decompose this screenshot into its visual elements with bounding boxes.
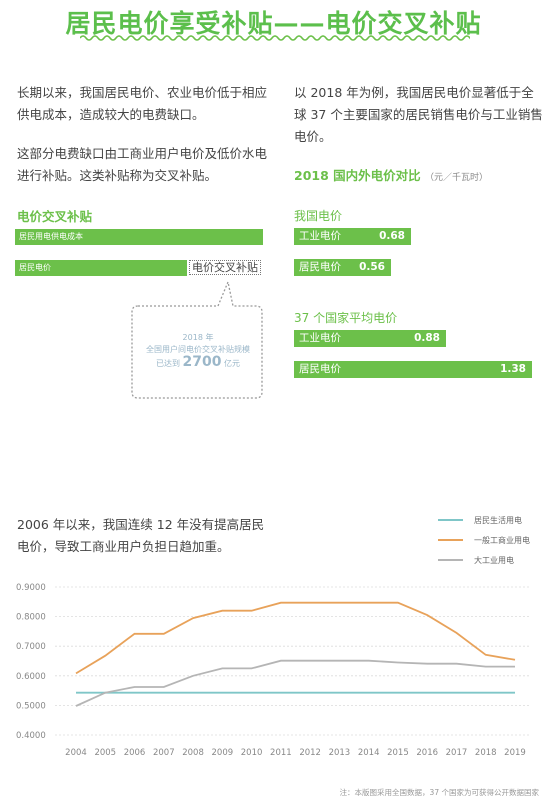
cross-subsidy-gap-label: 电价交叉补贴 — [189, 260, 261, 275]
y-tick-label: 0.8000 — [16, 613, 46, 623]
price-comparison-title: 2018 国内外电价对比 — [294, 168, 421, 183]
resident-price-bar-label: 居民电价 — [19, 263, 51, 272]
x-tick-label: 2010 — [241, 748, 263, 758]
callout-value-line: 已达到 2700 亿元 — [132, 354, 264, 370]
series-line — [75, 601, 516, 675]
x-tick-label: 2008 — [182, 748, 204, 758]
china-resident-value: 0.56 — [359, 261, 385, 273]
x-tick-label: 2011 — [270, 748, 292, 758]
comparison-paragraph-line-3: 电价。 — [294, 129, 332, 144]
x-tick-label: 2018 — [475, 748, 497, 758]
callout-text: 2018 年 全国用户间电价交叉补贴规模 已达到 2700 亿元 — [132, 332, 264, 370]
china-price-title: 我国电价 — [294, 209, 343, 223]
intl-resident-label: 居民电价 — [299, 363, 341, 375]
legend-label: 居民生活用电 — [474, 515, 522, 525]
china-industry-price-bar: 工业电价 0.68 — [294, 228, 411, 245]
callout-unit: 亿元 — [224, 359, 241, 368]
x-tick-label: 2013 — [329, 748, 351, 758]
x-tick-label: 2004 — [65, 748, 87, 758]
x-tick-label: 2015 — [387, 748, 409, 758]
y-tick-label: 0.9000 — [16, 583, 46, 593]
title-underline-wave — [80, 35, 470, 41]
trend-paragraph-line-1: 2006 年以来，我国连续 12 年没有提高居民 — [17, 517, 265, 532]
y-tick-label: 0.6000 — [16, 672, 46, 682]
intl-industry-price-bar: 工业电价 0.88 — [294, 330, 446, 347]
callout-prefix: 已达到 — [155, 359, 180, 368]
intl-industry-label: 工业电价 — [299, 332, 341, 344]
callout-description: 全国用户间电价交叉补贴规模 — [146, 345, 250, 354]
intro-paragraph-1-line-1: 长期以来，我国居民电价、农业电价低于相应 — [17, 85, 268, 100]
intl-price-title: 37 个国家平均电价 — [294, 311, 398, 325]
callout-value: 2700 — [182, 354, 222, 370]
price-comparison-heading: 2018 国内外电价对比 （元／千瓦时） — [294, 165, 488, 184]
x-tick-label: 2014 — [358, 748, 380, 758]
x-tick-label: 2009 — [212, 748, 234, 758]
comparison-paragraph: 以 2018 年为例，我国居民电价显著低于全 球 37 个主要国家的居民销售电价… — [294, 82, 544, 148]
intro-paragraph-2: 这部分电费缺口由工商业用户电价及低价水电 进行补贴。这类补贴称为交叉补贴。 — [17, 143, 287, 187]
china-industry-label: 工业电价 — [299, 230, 341, 242]
footnote: 注：本版图采用全国数据，37 个国家为可获得公开数据国家 — [339, 788, 539, 797]
resident-price-bar: 居民电价 — [15, 260, 187, 276]
legend-label: 一般工商业用电 — [474, 535, 530, 545]
x-tick-label: 2016 — [416, 748, 438, 758]
intl-resident-price-bar: 居民电价 1.38 — [294, 361, 532, 378]
page-title: 居民电价享受补贴——电价交叉补贴 — [65, 9, 482, 38]
y-tick-label: 0.5000 — [16, 701, 46, 711]
y-tick-label: 0.4000 — [16, 731, 46, 741]
x-tick-label: 2017 — [446, 748, 468, 758]
price-comparison-unit: （元／千瓦时） — [425, 173, 489, 183]
trend-paragraph-line-2: 电价，导致工商业用户负担日趋加重。 — [17, 539, 230, 554]
x-tick-label: 2006 — [124, 748, 146, 758]
trend-paragraph: 2006 年以来，我国连续 12 年没有提高居民 电价，导致工商业用户负担日趋加… — [17, 514, 317, 558]
legend-label: 大工业用电 — [474, 555, 514, 565]
x-tick-label: 2005 — [94, 748, 116, 758]
china-resident-label: 居民电价 — [299, 261, 341, 273]
cross-subsidy-heading: 电价交叉补贴 — [17, 209, 93, 224]
price-trend-chart: 0.4000 0.5000 0.6000 0.7000 0.8000 0.9000 2004… — [16, 515, 530, 758]
y-tick-label: 0.7000 — [16, 642, 46, 652]
intro-paragraph-2-line-1: 这部分电费缺口由工商业用户电价及低价水电 — [17, 146, 268, 161]
callout-bubble — [131, 279, 263, 399]
resident-cost-bar-label: 居民用电供电成本 — [19, 232, 83, 241]
comparison-paragraph-line-2: 球 37 个主要国家的居民销售电价与工业销售 — [294, 107, 543, 122]
intl-resident-value: 1.38 — [500, 363, 526, 375]
x-tick-label: 2019 — [504, 748, 526, 758]
callout-year: 2018 年 — [182, 333, 214, 342]
intro-paragraph-1: 长期以来，我国居民电价、农业电价低于相应 供电成本，造成较大的电费缺口。 — [17, 82, 287, 126]
x-tick-label: 2007 — [153, 748, 175, 758]
comparison-paragraph-line-1: 以 2018 年为例，我国居民电价显著低于全 — [294, 85, 534, 100]
series-line — [75, 659, 515, 707]
intro-paragraph-1-line-2: 供电成本，造成较大的电费缺口。 — [17, 107, 205, 122]
intl-industry-value: 0.88 — [414, 332, 440, 344]
china-resident-price-bar: 居民电价 0.56 — [294, 259, 391, 276]
intro-paragraph-2-line-2: 进行补贴。这类补贴称为交叉补贴。 — [17, 168, 218, 183]
china-industry-value: 0.68 — [379, 230, 405, 242]
x-tick-label: 2012 — [299, 748, 321, 758]
resident-cost-bar: 居民用电供电成本 — [15, 229, 263, 245]
